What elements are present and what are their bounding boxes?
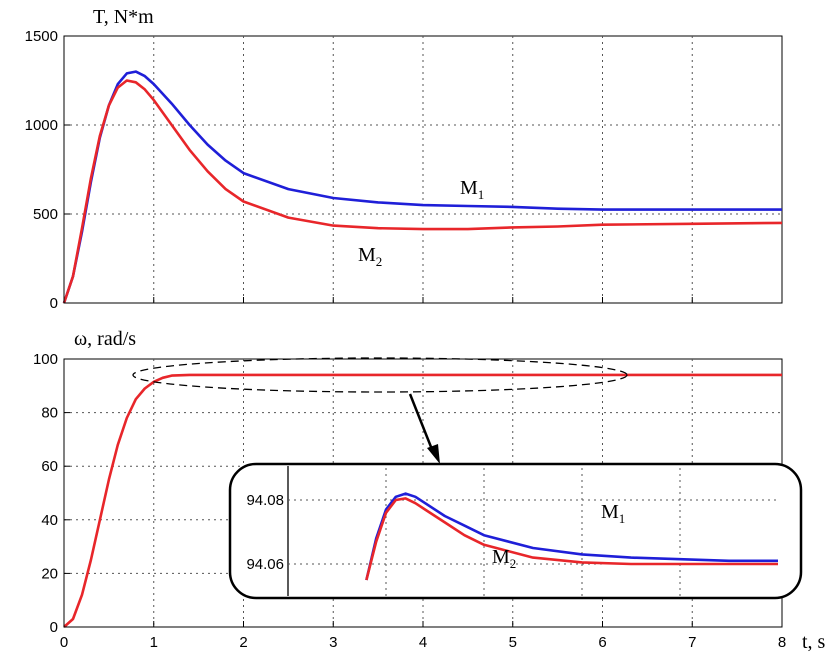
torque-y-ticks: 0 500 1000 1500 xyxy=(25,28,783,312)
torque-series-line-2 xyxy=(62,79,783,304)
inset-series-label-m2: M2 xyxy=(492,546,516,571)
speed-x-tick-label: 2 xyxy=(239,634,247,651)
speed-x-ticks: 0 1 2 3 4 5 6 7 8 xyxy=(60,621,786,651)
inset-series xyxy=(365,492,778,581)
inset-series-label-m1: M1 xyxy=(601,501,625,526)
inset-y-ticks: 94.08 94.06 xyxy=(246,492,284,573)
inset-series-line-1 xyxy=(365,492,778,581)
torque-series-label-m1: M1 xyxy=(460,177,484,202)
speed-y-tick-label: 100 xyxy=(33,351,58,368)
speed-series xyxy=(63,373,782,628)
speed-x-tick-label: 7 xyxy=(688,634,696,651)
speed-x-tick-label: 6 xyxy=(598,634,606,651)
torque-grid xyxy=(64,36,782,303)
zoom-arrow-line xyxy=(408,393,435,453)
speed-y-tick-label: 40 xyxy=(41,512,58,529)
torque-y-tick-label: 1500 xyxy=(25,28,58,45)
speed-y-tick-label: 80 xyxy=(41,405,58,422)
speed-y-axis-label: ω, rad/s xyxy=(74,328,136,350)
torque-y-tick-label: 0 xyxy=(50,295,58,312)
speed-y-ticks: 0 20 40 60 80 100 xyxy=(33,351,70,636)
speed-series-line-1 xyxy=(63,373,782,628)
zoom-arrow-head xyxy=(427,444,440,464)
inset-frame xyxy=(228,462,803,600)
inset-y-tick-label: 94.08 xyxy=(246,492,284,509)
speed-y-tick-label: 60 xyxy=(41,458,58,475)
speed-x-tick-label: 0 xyxy=(60,634,68,651)
torque-y-tick-label: 500 xyxy=(33,206,58,223)
inset-y-tick-label: 94.06 xyxy=(246,556,284,573)
speed-x-tick-label: 1 xyxy=(150,634,158,651)
torque-series xyxy=(62,70,783,304)
torque-series-label-m2: M2 xyxy=(358,244,382,269)
inset-series-line-2 xyxy=(365,497,778,581)
speed-x-tick-label: 5 xyxy=(509,634,517,651)
speed-y-tick-label: 20 xyxy=(41,565,58,582)
speed-x-tick-label: 3 xyxy=(329,634,337,651)
steady-state-ellipse xyxy=(132,357,628,393)
torque-y-tick-label: 1000 xyxy=(25,117,58,134)
torque-y-axis-label: T, N*m xyxy=(93,6,154,28)
speed-x-tick-label: 4 xyxy=(419,634,427,651)
torque-chart: 0 500 1000 1500 T, N*m M1 M2 xyxy=(25,6,783,312)
speed-y-tick-label: 0 xyxy=(50,619,58,636)
speed-x-axis-label: t, s xyxy=(802,631,826,653)
speed-x-tick-label: 8 xyxy=(778,634,786,651)
zoom-inset: 94.08 94.06 M1 M2 xyxy=(228,462,803,600)
